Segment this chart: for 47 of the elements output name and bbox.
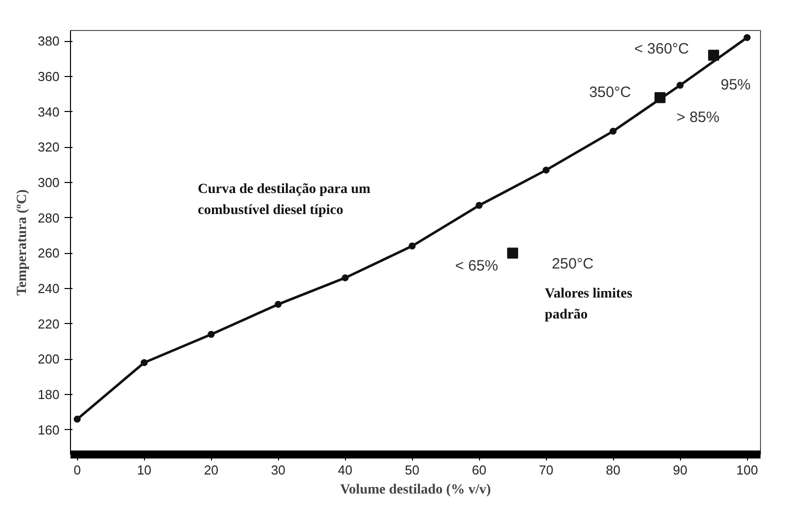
annotation: 95%	[720, 76, 751, 94]
annotation: Curva de destilação para um combustível diesel típico	[198, 182, 371, 218]
point	[507, 248, 518, 259]
point	[610, 128, 617, 135]
y-tick-label: 160	[38, 422, 60, 438]
y-tick-label: 360	[38, 68, 60, 84]
x-tick-label: 40	[338, 462, 352, 478]
x-tick-label: 20	[204, 462, 218, 478]
point	[676, 82, 684, 89]
x-tick-label: 100	[736, 462, 758, 478]
annotation: < 360°C	[634, 40, 690, 58]
y-tick-label: 320	[38, 140, 60, 155]
x-tick-label: 0	[74, 462, 81, 478]
point	[708, 50, 720, 61]
point	[542, 166, 550, 174]
y-axis-title: Temperatura (ºC)	[14, 188, 30, 296]
y-tick-label: 220	[38, 316, 60, 332]
annotation: > 85%	[676, 109, 720, 126]
point	[274, 300, 282, 308]
y-tick-label: 240	[38, 280, 60, 296]
y-tick-label: 340	[38, 104, 60, 120]
annotation: 250°C	[552, 256, 594, 273]
point	[476, 202, 483, 209]
x-axis-title: Volume destilado (% v/v)	[340, 482, 492, 498]
point	[208, 330, 215, 338]
x-tick-label: 10	[136, 462, 152, 478]
point	[342, 274, 349, 282]
x-tick-label: 80	[606, 462, 620, 478]
y-tick-label: 380	[38, 34, 60, 49]
annotation: Valores limites padrão	[544, 286, 633, 322]
point	[408, 242, 416, 250]
y-tick-label: 300	[38, 174, 60, 190]
annotation: < 65%	[455, 258, 498, 275]
annotation: 350°C	[589, 84, 632, 102]
point	[654, 92, 666, 104]
y-tick-label: 260	[38, 246, 60, 261]
x-tick-label: 60	[472, 462, 486, 478]
y-tick-label: 200	[38, 352, 60, 367]
point	[744, 34, 751, 42]
x-tick-label: 70	[538, 462, 554, 478]
x-tick-label: 50	[404, 462, 420, 478]
y-tick-label: 280	[38, 210, 60, 226]
point	[140, 359, 148, 366]
y-tick-label: 180	[38, 386, 60, 402]
x-tick-label: 30	[270, 462, 286, 478]
point	[74, 416, 81, 423]
x-tick-label: 90	[672, 462, 688, 478]
